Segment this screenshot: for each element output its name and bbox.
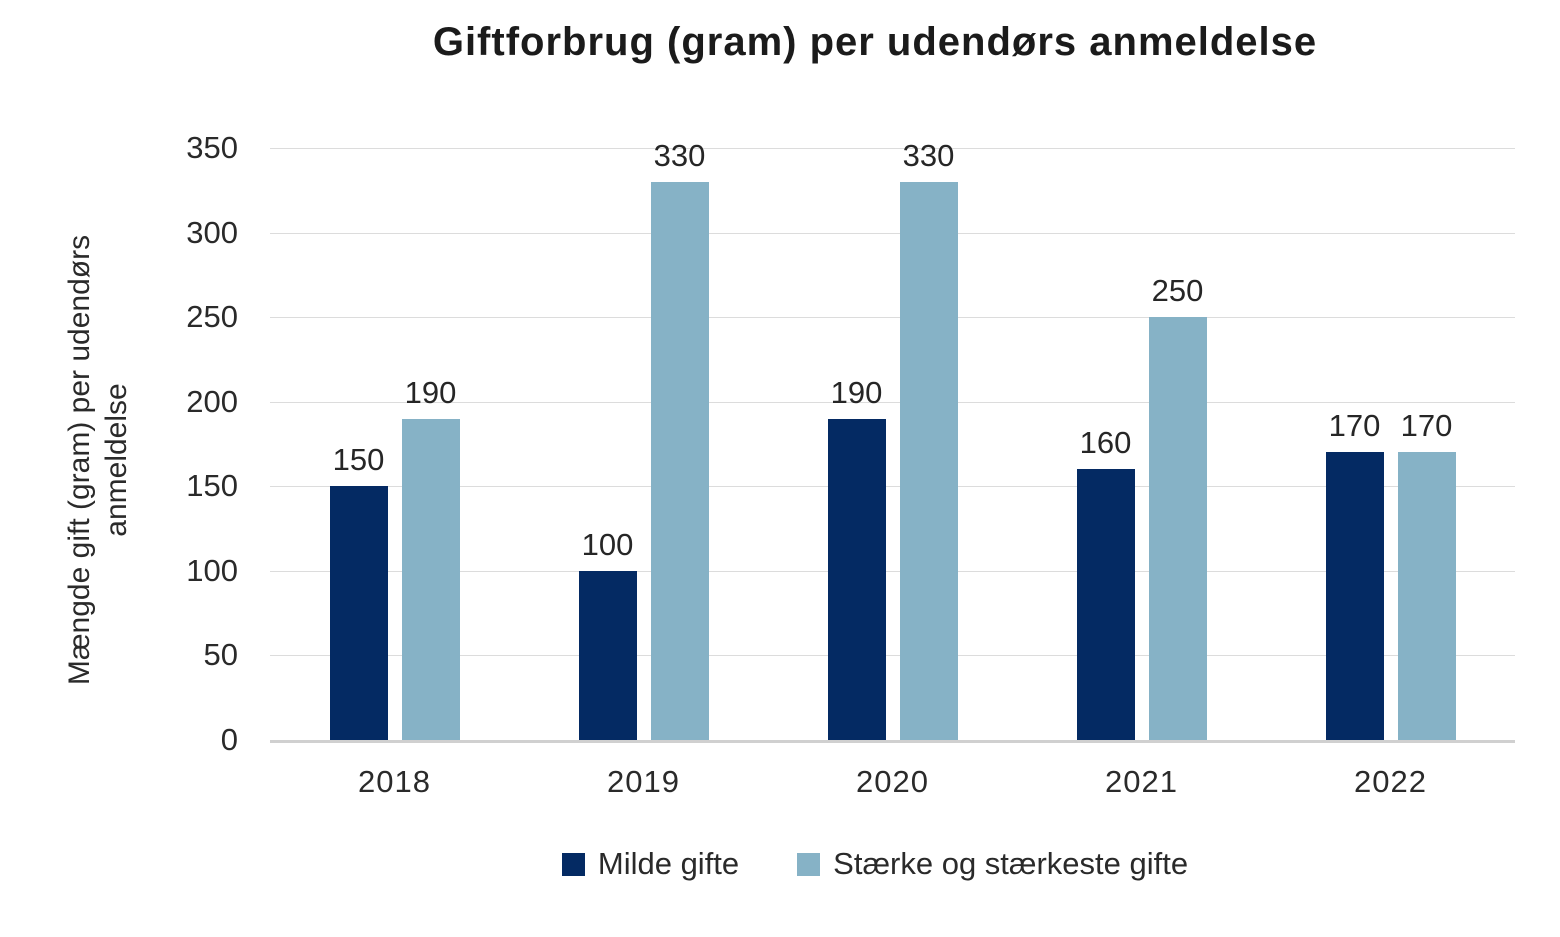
- x-tick-label: 2021: [1105, 764, 1178, 799]
- bar-group-2019: 100 330: [519, 138, 768, 740]
- gridline: [270, 655, 1515, 657]
- bar-value-label: 330: [653, 137, 706, 173]
- legend-swatch-icon: [561, 852, 585, 876]
- bar-slot: 170: [1325, 148, 1384, 740]
- y-tick-label: 250: [186, 299, 238, 335]
- bar-slot: 190: [827, 148, 886, 740]
- x-axis-tick-labels: 2018 2019 2020 2021 2022: [270, 764, 1515, 800]
- bar-value-label: 330: [902, 137, 955, 173]
- bar: [1397, 452, 1456, 740]
- plot-area: 150 190 100 330 190 330 160 250 170 170: [270, 138, 1515, 743]
- bar: [650, 181, 709, 740]
- bar-slot: 330: [650, 138, 709, 740]
- bar-slot: 160: [1076, 148, 1135, 740]
- bar-value-label: 170: [1400, 408, 1453, 444]
- bar-value-label: 160: [1079, 425, 1132, 461]
- y-tick-label: 350: [186, 130, 238, 165]
- bar: [1148, 317, 1207, 740]
- bar: [578, 570, 637, 740]
- bar: [1325, 452, 1384, 740]
- y-tick-label: 150: [186, 468, 238, 504]
- bar-slot: 150: [329, 148, 388, 740]
- gridline: [270, 486, 1515, 488]
- x-tick-label: 2018: [358, 764, 431, 799]
- legend-item: Milde gifte: [561, 846, 740, 882]
- bar-slot: 100: [578, 148, 637, 740]
- bar-slot: 330: [899, 138, 958, 740]
- x-tick-label: 2019: [607, 764, 680, 799]
- bar-value-label: 190: [830, 374, 883, 410]
- y-tick-label: 0: [220, 722, 238, 757]
- bar-value-label: 250: [1151, 273, 1204, 309]
- bar: [899, 181, 958, 740]
- y-tick-label: 50: [203, 637, 238, 673]
- bar-group-2020: 190 330: [768, 138, 1017, 740]
- bar-value-label: 150: [332, 442, 385, 478]
- gridline: [270, 148, 1515, 149]
- gridline: [270, 232, 1515, 234]
- x-axis-line: [270, 740, 1515, 743]
- bar-group-2018: 150 190: [270, 148, 519, 740]
- y-tick-label: 300: [186, 214, 238, 250]
- gridline: [270, 570, 1515, 572]
- legend-swatch-icon: [797, 852, 821, 876]
- y-tick-label: 100: [186, 552, 238, 588]
- bar: [827, 418, 886, 740]
- legend-label: Stærke og stærkeste gifte: [833, 846, 1189, 881]
- x-tick-label: 2022: [1354, 764, 1427, 799]
- legend-label: Milde gifte: [597, 846, 740, 881]
- bar-slot: 170: [1397, 148, 1456, 740]
- gridline: [270, 401, 1515, 403]
- chart-title: Giftforbrug (gram) per udendørs anmeldel…: [432, 20, 1318, 64]
- legend-item: Stærke og stærkeste gifte: [797, 846, 1188, 882]
- bar-slot: 250: [1148, 148, 1207, 740]
- bar-value-label: 190: [404, 374, 457, 410]
- y-tick-label: 200: [186, 383, 238, 419]
- gridline: [270, 317, 1515, 319]
- x-tick-label: 2020: [856, 764, 929, 799]
- bar-group-2022: 170 170: [1266, 148, 1515, 740]
- legend: Milde gifte Stærke og stærkeste gifte: [250, 846, 1500, 882]
- bar: [401, 418, 460, 740]
- bar-slot: 190: [401, 148, 460, 740]
- bar-group-2021: 160 250: [1017, 148, 1266, 740]
- bar: [1076, 469, 1135, 740]
- bar-value-label: 100: [581, 526, 634, 562]
- bar-value-label: 170: [1328, 408, 1381, 444]
- bar: [329, 486, 388, 740]
- y-axis-tick-labels: 0 50 100 150 200 250 300 350: [0, 130, 238, 757]
